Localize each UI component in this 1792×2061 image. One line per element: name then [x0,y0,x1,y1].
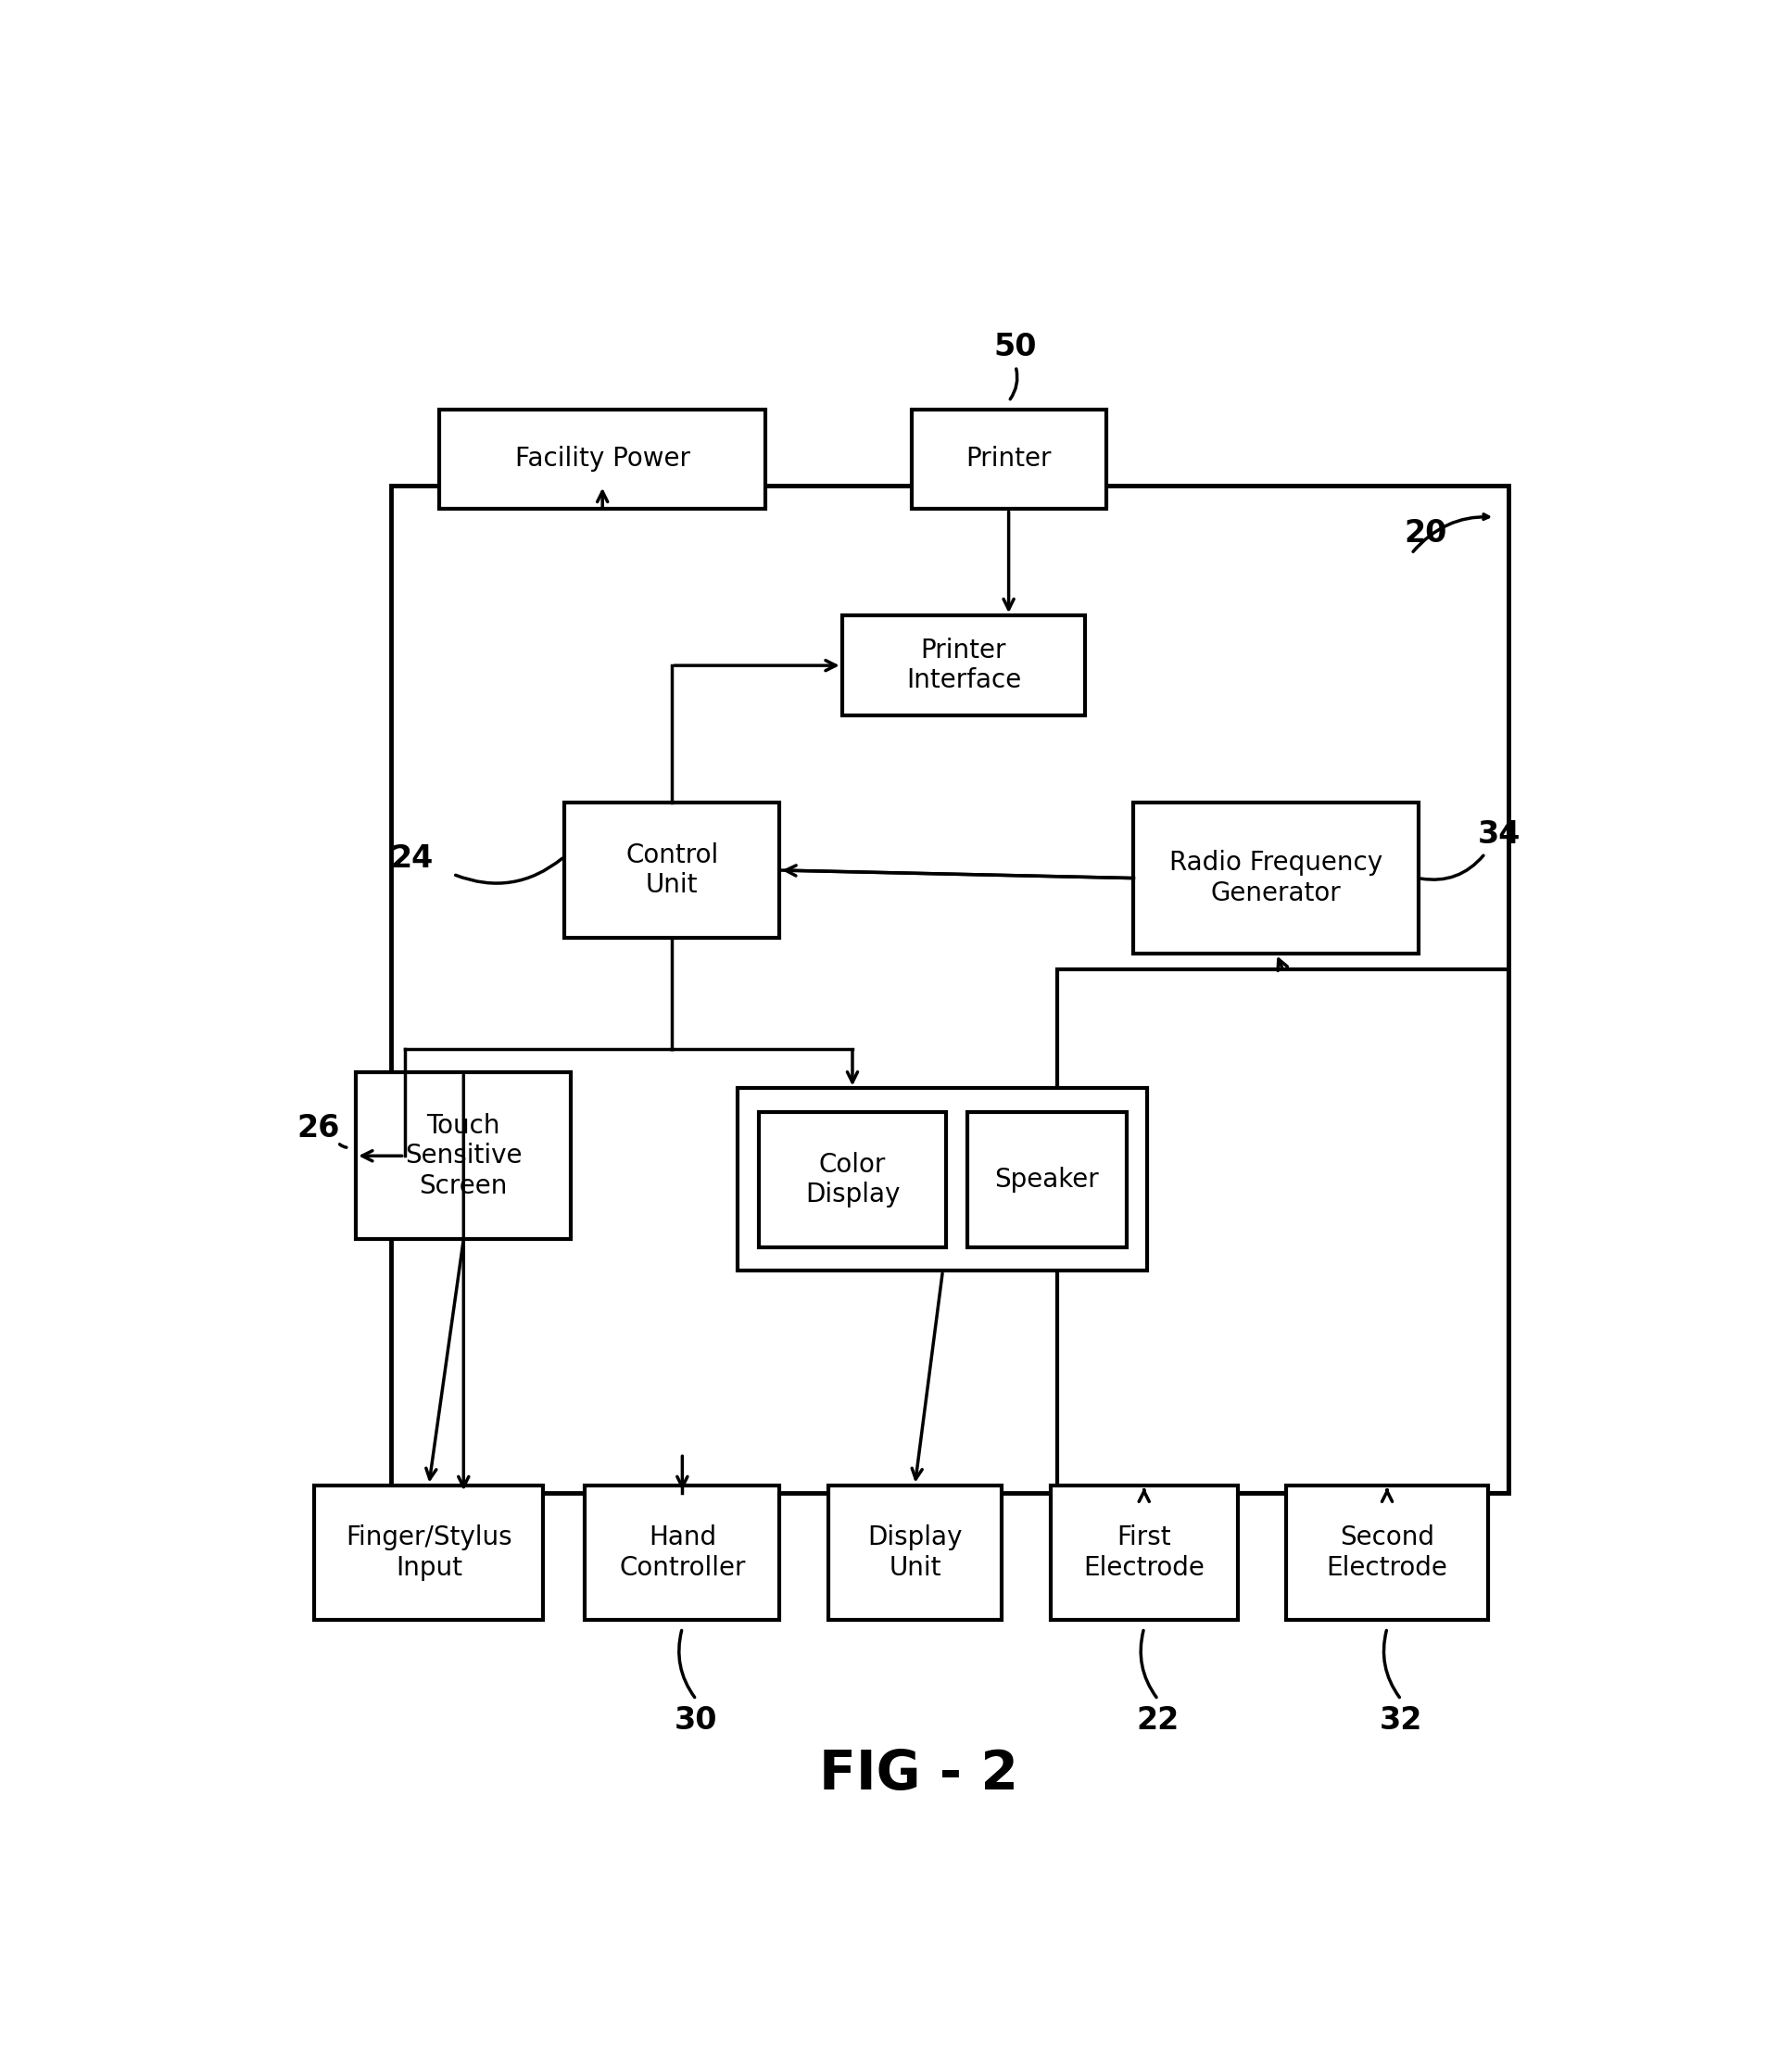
FancyBboxPatch shape [738,1088,1147,1272]
FancyBboxPatch shape [912,410,1106,509]
Text: Printer
Interface: Printer Interface [907,637,1021,692]
FancyBboxPatch shape [1057,969,1509,1492]
Text: Second
Electrode: Second Electrode [1326,1525,1448,1581]
Text: 20: 20 [1403,517,1446,548]
FancyBboxPatch shape [1050,1486,1238,1620]
Text: Display
Unit: Display Unit [867,1525,962,1581]
Text: Finger/Stylus
Input: Finger/Stylus Input [346,1525,513,1581]
Text: 26: 26 [297,1113,340,1144]
Text: 30: 30 [674,1704,719,1735]
Text: Control
Unit: Control Unit [625,843,719,899]
FancyBboxPatch shape [1287,1486,1487,1620]
Text: 50: 50 [995,332,1038,363]
Text: 34: 34 [1477,818,1520,849]
Text: Hand
Controller: Hand Controller [618,1525,745,1581]
Text: Facility Power: Facility Power [514,447,690,472]
Text: Printer: Printer [966,447,1052,472]
Text: 32: 32 [1380,1704,1423,1735]
FancyBboxPatch shape [314,1486,543,1620]
Text: Speaker: Speaker [995,1167,1098,1193]
FancyBboxPatch shape [1134,802,1419,954]
FancyBboxPatch shape [357,1072,572,1239]
Text: Touch
Sensitive
Screen: Touch Sensitive Screen [405,1113,521,1200]
FancyBboxPatch shape [439,410,765,509]
FancyBboxPatch shape [828,1486,1002,1620]
FancyBboxPatch shape [564,802,780,938]
FancyBboxPatch shape [842,616,1086,715]
Text: Color
Display: Color Display [805,1152,900,1208]
Text: 24: 24 [391,843,434,874]
Text: First
Electrode: First Electrode [1084,1525,1204,1581]
Text: Radio Frequency
Generator: Radio Frequency Generator [1170,849,1383,907]
Text: 22: 22 [1136,1704,1179,1735]
FancyBboxPatch shape [758,1113,946,1247]
FancyBboxPatch shape [391,484,1509,1492]
FancyBboxPatch shape [584,1486,780,1620]
FancyBboxPatch shape [968,1113,1127,1247]
Text: FIG - 2: FIG - 2 [819,1748,1018,1801]
